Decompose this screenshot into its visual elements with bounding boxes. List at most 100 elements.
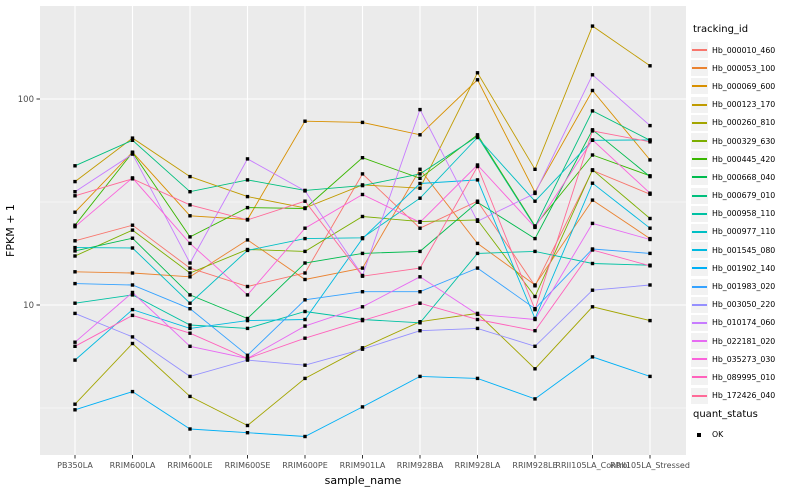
data-point	[533, 317, 537, 322]
data-point	[303, 249, 307, 254]
data-point	[418, 186, 422, 190]
data-point	[73, 408, 77, 412]
data-point	[360, 183, 365, 188]
data-point	[188, 344, 192, 348]
legend-key-line	[691, 151, 708, 168]
x-tick-label: RRIM600SE	[225, 461, 271, 470]
data-point	[245, 284, 250, 289]
data-point	[360, 172, 365, 176]
legend-item-Hb_089995_010: Hb_089995_010	[691, 368, 799, 386]
data-point	[360, 305, 365, 309]
data-point	[590, 288, 595, 292]
legend-item-label: Hb_010174_060	[712, 318, 776, 328]
data-point	[245, 318, 250, 323]
data-point	[303, 189, 307, 193]
x-tick-label: RRIM901LA	[340, 461, 386, 470]
data-point	[590, 24, 595, 28]
legend-item-quant-OK: OK	[691, 426, 799, 444]
data-point	[303, 336, 307, 340]
data-point	[303, 206, 307, 211]
data-point	[303, 236, 307, 241]
legend-item-label: OK	[712, 430, 724, 440]
data-point	[188, 323, 192, 327]
legend-key-line	[691, 387, 708, 404]
data-point	[73, 340, 77, 344]
legend-key-color-line	[692, 340, 707, 343]
data-point	[475, 241, 480, 246]
data-point	[418, 275, 422, 279]
data-point	[130, 307, 135, 312]
data-point	[188, 214, 192, 218]
legend-item-Hb_001545_080: Hb_001545_080	[691, 241, 799, 259]
data-point	[360, 274, 365, 278]
legend-key-color-line	[692, 376, 707, 379]
data-point	[533, 236, 537, 241]
legend-key-line	[691, 351, 708, 368]
legend-item-Hb_000668_040: Hb_000668_040	[691, 168, 799, 186]
y-tick-label: 100	[18, 95, 34, 105]
data-point	[245, 178, 250, 182]
legend-key-color-line	[692, 158, 707, 161]
data-point	[648, 216, 652, 221]
legend-key-color-line	[692, 121, 707, 124]
data-point	[418, 329, 422, 333]
legend-key-color-line	[692, 194, 707, 197]
legend-item-label: Hb_001545_080	[712, 245, 776, 255]
x-tick-label: RRIM928LE	[512, 461, 557, 470]
legend-item-Hb_000260_810: Hb_000260_810	[691, 114, 799, 132]
data-point	[418, 290, 422, 294]
data-point	[533, 307, 537, 312]
legend-key-point	[691, 427, 708, 443]
legend-key-line	[691, 278, 708, 295]
data-point	[188, 266, 192, 270]
data-point	[188, 190, 192, 194]
data-point	[73, 402, 77, 406]
legend-key-color-line	[692, 303, 707, 306]
legend-key-color-line	[692, 49, 707, 52]
x-tick-label: PB350LA	[57, 461, 93, 470]
legend-key-line	[691, 78, 708, 95]
data-point	[533, 294, 537, 299]
data-point	[130, 313, 135, 318]
data-point	[303, 298, 307, 302]
data-point	[130, 228, 135, 232]
data-point	[648, 138, 652, 142]
legend-item-Hb_172426_040: Hb_172426_040	[691, 387, 799, 405]
data-point	[188, 331, 192, 335]
data-point	[188, 174, 192, 179]
data-point	[418, 321, 422, 325]
data-point	[590, 198, 595, 202]
data-point	[418, 196, 422, 200]
legend-key-line	[691, 60, 708, 77]
data-point	[73, 164, 77, 168]
data-point	[245, 248, 250, 253]
x-tick-label: RRIM600LE	[167, 461, 212, 470]
legend-item-label: Hb_000123_170	[712, 100, 776, 110]
x-tick-label: RRII105LA_Stressed	[610, 461, 690, 470]
legend-item-Hb_001902_140: Hb_001902_140	[691, 259, 799, 277]
x-tick-label: RRIM928BA	[397, 461, 444, 470]
data-point	[533, 167, 537, 171]
data-point	[533, 225, 537, 230]
legend-item-label: Hb_000679_010	[712, 191, 776, 201]
legend-item-Hb_003050_220: Hb_003050_220	[691, 296, 799, 314]
data-point	[533, 249, 537, 254]
legend-key-color-line	[692, 67, 707, 70]
legend: tracking_id Hb_000010_460 Hb_000053_100 Hb…	[691, 20, 799, 444]
data-point	[590, 355, 595, 359]
legend-item-label: Hb_000053_100	[712, 63, 776, 73]
legend-item-Hb_000069_600: Hb_000069_600	[691, 77, 799, 95]
data-point	[130, 152, 135, 156]
data-point	[188, 374, 192, 379]
data-point	[130, 136, 135, 140]
legend-item-Hb_000977_110: Hb_000977_110	[691, 223, 799, 241]
legend-key-color-line	[692, 85, 707, 88]
data-point	[245, 205, 250, 210]
data-point	[648, 191, 652, 195]
data-point	[418, 249, 422, 254]
data-point	[648, 226, 652, 230]
data-point	[130, 223, 135, 227]
data-point	[648, 264, 652, 268]
data-point	[245, 423, 250, 428]
x-tick-label: RRII105LA_Control	[555, 461, 629, 470]
